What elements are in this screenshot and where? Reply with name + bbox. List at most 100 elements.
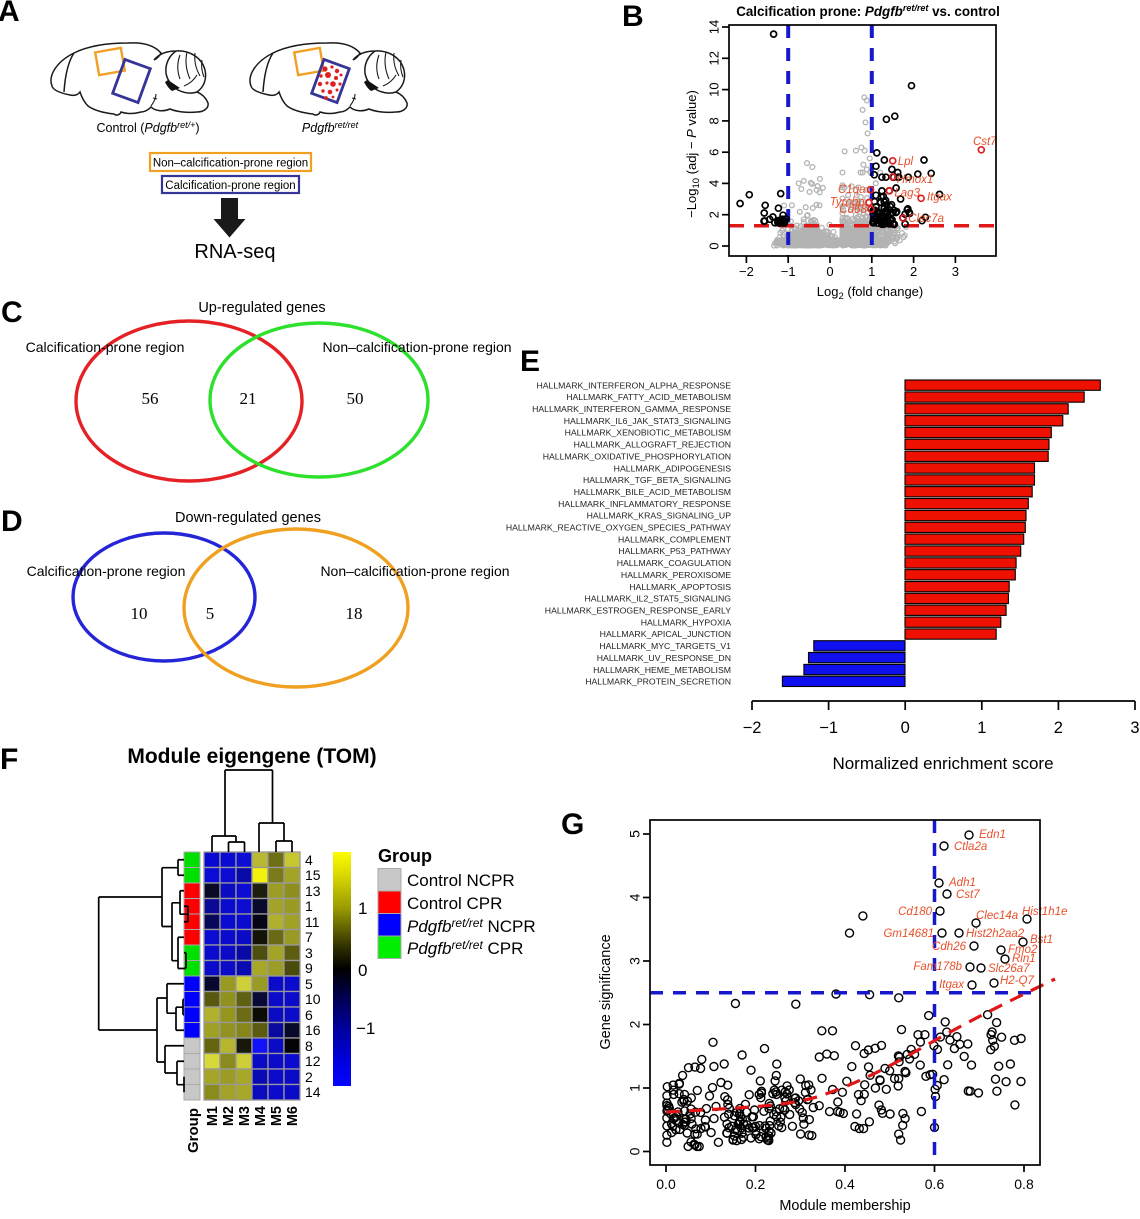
svg-text:C1qa: C1qa [838, 184, 866, 196]
svg-text:HALLMARK_BILE_ACID_METABOLISM: HALLMARK_BILE_ACID_METABOLISM [574, 487, 731, 497]
svg-text:Rln1: Rln1 [1012, 953, 1036, 965]
svg-text:Lpl: Lpl [898, 156, 914, 168]
svg-text:HALLMARK_PROTEIN_SECRETION: HALLMARK_PROTEIN_SECRETION [585, 677, 731, 687]
svg-text:Up-regulated genes: Up-regulated genes [198, 300, 325, 316]
svg-text:Calcification-prone region: Calcification-prone region [27, 563, 186, 579]
svg-text:7: 7 [305, 929, 313, 945]
svg-text:HALLMARK_HEME_METABOLISM: HALLMARK_HEME_METABOLISM [593, 665, 731, 675]
svg-text:13: 13 [305, 883, 321, 899]
svg-text:HALLMARK_ESTROGEN_RESPONSE_EAR: HALLMARK_ESTROGEN_RESPONSE_EARLY [545, 606, 731, 616]
svg-text:6: 6 [305, 1007, 313, 1023]
svg-text:RNA-seq: RNA-seq [194, 241, 275, 263]
svg-text:M4: M4 [253, 1106, 269, 1126]
svg-text:D: D [1, 505, 23, 538]
svg-text:0: 0 [358, 961, 367, 980]
svg-text:0.4: 0.4 [835, 1176, 855, 1192]
svg-text:−Log10 (adj − P value): −Log10 (adj − P value) [684, 90, 702, 218]
svg-text:4: 4 [707, 180, 722, 187]
svg-text:HALLMARK_COAGULATION: HALLMARK_COAGULATION [617, 558, 731, 568]
svg-text:12: 12 [305, 1053, 321, 1069]
svg-text:Calcification-prone region: Calcification-prone region [165, 180, 295, 192]
svg-text:B: B [622, 0, 644, 33]
svg-text:0.0: 0.0 [656, 1176, 676, 1192]
svg-text:Hist1h1e: Hist1h1e [1022, 906, 1067, 918]
svg-text:9: 9 [305, 960, 313, 976]
svg-text:1: 1 [868, 264, 875, 279]
svg-text:56: 56 [142, 389, 159, 408]
svg-text:Fam178b: Fam178b [913, 961, 962, 973]
svg-text:M3: M3 [237, 1106, 253, 1126]
svg-text:HALLMARK_ALLOGRAFT_REJECTION: HALLMARK_ALLOGRAFT_REJECTION [574, 440, 731, 450]
svg-text:M2: M2 [221, 1106, 237, 1126]
svg-text:21: 21 [240, 389, 257, 408]
svg-text:−1: −1 [819, 719, 838, 737]
svg-text:HALLMARK_PEROXISOME: HALLMARK_PEROXISOME [621, 570, 731, 580]
svg-text:Module eigengene (TOM): Module eigengene (TOM) [127, 745, 376, 768]
svg-text:HALLMARK_UV_RESPONSE_DN: HALLMARK_UV_RESPONSE_DN [597, 653, 731, 663]
svg-text:Non–calcification-prone region: Non–calcification-prone region [320, 563, 509, 579]
svg-text:1: 1 [305, 898, 313, 914]
svg-text:0.8: 0.8 [1014, 1176, 1034, 1192]
svg-text:Control CPR: Control CPR [407, 894, 502, 913]
svg-text:Pdgfbret/ret NCPR: Pdgfbret/ret NCPR [407, 916, 536, 936]
svg-text:3: 3 [1130, 719, 1139, 737]
svg-text:Bst1: Bst1 [1030, 934, 1053, 946]
svg-text:Cst7: Cst7 [956, 889, 980, 901]
svg-text:4: 4 [305, 852, 313, 868]
svg-text:M5: M5 [269, 1106, 285, 1126]
svg-text:0: 0 [627, 1147, 643, 1155]
svg-text:1: 1 [358, 899, 367, 918]
svg-text:HALLMARK_INTERFERON_GAMMA_RESP: HALLMARK_INTERFERON_GAMMA_RESPONSE [532, 404, 731, 414]
svg-text:HALLMARK_KRAS_SIGNALING_UP: HALLMARK_KRAS_SIGNALING_UP [587, 511, 732, 521]
svg-text:14: 14 [707, 20, 722, 34]
svg-text:0.2: 0.2 [746, 1176, 766, 1192]
svg-text:Itgax: Itgax [939, 979, 965, 991]
svg-text:Non–calcification-prone region: Non–calcification-prone region [153, 158, 308, 170]
svg-text:HALLMARK_MYC_TARGETS_V1: HALLMARK_MYC_TARGETS_V1 [599, 641, 731, 651]
svg-text:HALLMARK_ADIPOGENESIS: HALLMARK_ADIPOGENESIS [614, 463, 732, 473]
svg-text:HALLMARK_HYPOXIA: HALLMARK_HYPOXIA [641, 617, 731, 627]
svg-text:F: F [0, 743, 18, 776]
svg-text:16: 16 [305, 1022, 321, 1038]
svg-text:Gm14681: Gm14681 [883, 928, 934, 940]
svg-text:Down-regulated genes: Down-regulated genes [175, 510, 321, 526]
svg-text:HALLMARK_P53_PATHWAY: HALLMARK_P53_PATHWAY [618, 546, 731, 556]
svg-text:2: 2 [707, 211, 722, 218]
svg-text:Cst7: Cst7 [973, 136, 997, 148]
svg-text:5: 5 [305, 976, 313, 992]
svg-text:Cd68: Cd68 [839, 204, 867, 216]
svg-text:1: 1 [977, 719, 986, 737]
svg-text:Calcification-prone region: Calcification-prone region [26, 339, 185, 355]
svg-text:10: 10 [305, 991, 321, 1007]
svg-text:Slc26a7: Slc26a7 [988, 963, 1030, 975]
svg-text:Control NCPR: Control NCPR [407, 871, 515, 890]
svg-text:1: 1 [627, 1084, 643, 1092]
svg-text:50: 50 [347, 389, 364, 408]
svg-text:H2-Q7: H2-Q7 [1000, 975, 1034, 987]
svg-text:Hmox1: Hmox1 [897, 174, 933, 186]
svg-text:E: E [520, 345, 540, 378]
svg-text:M1: M1 [205, 1106, 221, 1126]
svg-text:2: 2 [627, 1020, 643, 1028]
svg-text:2: 2 [1054, 719, 1063, 737]
svg-text:HALLMARK_IL2_STAT5_SIGNALING: HALLMARK_IL2_STAT5_SIGNALING [585, 594, 732, 604]
svg-text:HALLMARK_APOPTOSIS: HALLMARK_APOPTOSIS [629, 582, 731, 592]
svg-text:12: 12 [707, 51, 722, 65]
svg-text:HALLMARK_INFLAMMATORY_RESPONSE: HALLMARK_INFLAMMATORY_RESPONSE [558, 499, 731, 509]
svg-text:Cdh26: Cdh26 [932, 941, 966, 953]
svg-text:−1: −1 [356, 1019, 375, 1038]
svg-text:G: G [561, 808, 584, 841]
svg-text:Clec7a: Clec7a [908, 213, 944, 225]
svg-text:C: C [1, 296, 23, 329]
svg-text:Clec14a: Clec14a [976, 910, 1018, 922]
svg-text:0.6: 0.6 [925, 1176, 945, 1192]
svg-text:M6: M6 [285, 1106, 301, 1126]
svg-text:HALLMARK_TGF_BETA_SIGNALING: HALLMARK_TGF_BETA_SIGNALING [583, 475, 731, 485]
svg-text:6: 6 [707, 149, 722, 156]
svg-text:0: 0 [707, 242, 722, 249]
svg-text:8: 8 [707, 117, 722, 124]
svg-text:5: 5 [206, 604, 215, 623]
svg-text:3: 3 [305, 945, 313, 961]
svg-text:11: 11 [305, 914, 320, 930]
svg-text:Edn1: Edn1 [979, 829, 1006, 841]
